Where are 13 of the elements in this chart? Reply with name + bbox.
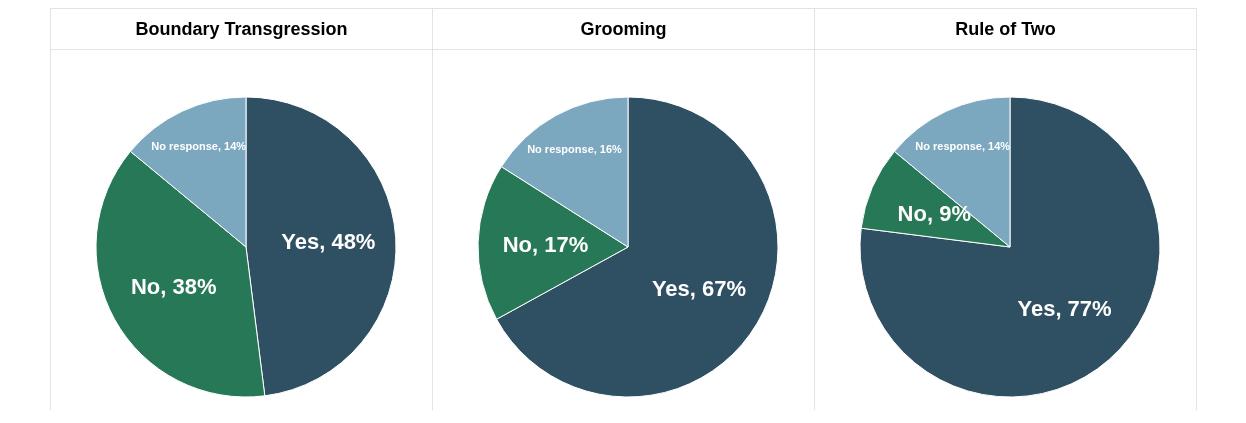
chart-title: Boundary Transgression [51,8,432,50]
slice-label: No, 17% [502,230,589,259]
chart-title: Grooming [433,8,814,50]
pie-slice [859,96,1161,398]
chart-title: Rule of Two [815,8,1196,50]
slice-label: Yes, 67% [651,275,747,303]
slice-label: No response, 14% [915,139,1011,154]
slice-label: No response, 16% [527,142,622,157]
slice-label: Yes, 48% [281,228,376,256]
slice-label: Yes, 77% [1017,295,1112,323]
slice-label: No response, 14% [151,139,247,154]
slice-label: No, 9% [897,200,971,228]
slice-label: No, 38% [130,273,217,301]
